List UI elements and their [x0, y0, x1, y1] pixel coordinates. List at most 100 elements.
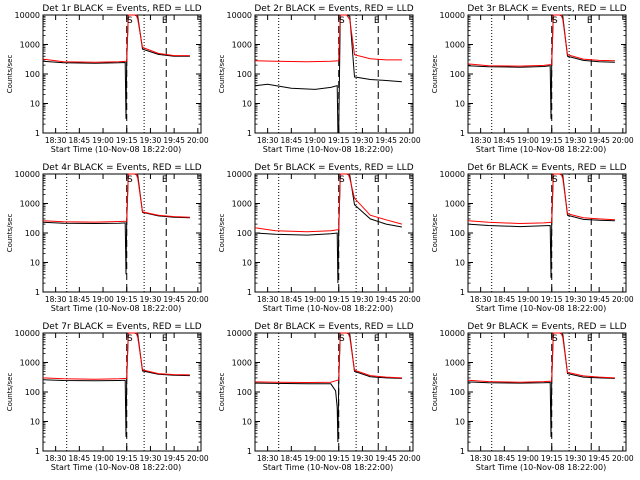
y-tick-label: 100	[25, 229, 40, 238]
y-axis-label: Counts/sec	[218, 373, 226, 412]
panel-title: Det 6r BLACK = Events, RED = LLD	[467, 163, 626, 173]
x-tick-label: 19:15	[328, 295, 350, 304]
y-tick-label: 1	[247, 288, 252, 297]
panel-2: Det 2r BLACK = Events, RED = LLD 1 10 100 10…	[218, 4, 421, 154]
x-tick-label: 20:00	[612, 295, 634, 304]
y-tick-label: 1	[35, 447, 40, 456]
y-axis-label: Counts/sec	[431, 373, 439, 412]
annotation-s: S	[339, 334, 345, 344]
panel-5: Det 5r BLACK = Events, RED = LLD 1 10 100 10…	[218, 163, 421, 313]
x-tick-label: 19:00	[517, 295, 539, 304]
y-tick-label: 10000	[440, 11, 465, 20]
y-tick-label: 1000	[232, 359, 252, 368]
x-tick-label: 18:45	[281, 136, 303, 145]
x-tick-label: 18:30	[257, 136, 279, 145]
annotation-s: S	[552, 16, 558, 26]
x-tick-label: 19:45	[163, 295, 185, 304]
y-tick-label: 100	[25, 70, 40, 79]
x-axis-label: Start Time (10-Nov-08 18:22:00)	[476, 463, 606, 472]
x-tick-label: 19:15	[541, 454, 563, 463]
x-tick-label: 18:45	[281, 454, 303, 463]
plot-frame	[467, 14, 627, 134]
y-tick-label: 10	[30, 100, 40, 109]
y-tick-label: 10	[455, 418, 465, 427]
panel-1: Det 1r BLACK = Events, RED = LLD 1 10 100 10…	[6, 4, 209, 154]
annotation-e: E	[374, 175, 380, 185]
panel-8: Det 8r BLACK = Events, RED = LLD 1 10 100 10…	[218, 322, 421, 472]
y-tick-label: 10	[455, 259, 465, 268]
x-tick-label: 18:45	[494, 295, 516, 304]
y-tick-label: 10	[242, 418, 252, 427]
annotation-e: E	[374, 334, 380, 344]
x-tick-label: 19:00	[304, 136, 326, 145]
y-tick-label: 100	[25, 388, 40, 397]
series-line-lld	[467, 173, 615, 225]
x-axis-label: Start Time (10-Nov-08 18:22:00)	[51, 304, 181, 313]
y-tick-label: 1	[35, 129, 40, 138]
plot-frame	[42, 173, 202, 293]
panel-title: Det 5r BLACK = Events, RED = LLD	[254, 163, 413, 173]
y-tick-label: 1000	[232, 41, 252, 50]
x-tick-label: 19:45	[163, 454, 185, 463]
annotation-e: E	[162, 175, 168, 185]
x-tick-label: 19:45	[375, 454, 397, 463]
panel-4: Det 4r BLACK = Events, RED = LLD 1 10 100 10…	[6, 163, 209, 313]
y-tick-label: 10000	[15, 329, 40, 338]
x-tick-label: 18:30	[45, 295, 67, 304]
x-tick-label: 19:15	[116, 136, 138, 145]
x-tick-label: 19:45	[588, 454, 610, 463]
panel-title: Det 1r BLACK = Events, RED = LLD	[42, 4, 201, 14]
annotation-e: E	[162, 334, 168, 344]
x-tick-label: 20:00	[612, 136, 634, 145]
x-tick-label: 19:45	[375, 295, 397, 304]
annotation-s: S	[127, 175, 133, 185]
y-tick-label: 100	[237, 229, 252, 238]
x-tick-label: 19:15	[116, 295, 138, 304]
x-tick-label: 18:30	[470, 454, 492, 463]
y-axis-label: Counts/sec	[6, 214, 14, 253]
plot-frame	[467, 332, 627, 452]
x-tick-label: 20:00	[612, 454, 634, 463]
plot-frame	[467, 173, 627, 293]
plot-frame	[254, 332, 414, 452]
x-axis-label: Start Time (10-Nov-08 18:22:00)	[476, 304, 606, 313]
y-axis-label: Counts/sec	[218, 214, 226, 253]
annotation-s: S	[552, 334, 558, 344]
y-tick-label: 10	[30, 418, 40, 427]
y-tick-label: 1000	[445, 359, 465, 368]
panel-6: Det 6r BLACK = Events, RED = LLD 1 10 100 10…	[431, 163, 634, 313]
series-line-events	[254, 332, 402, 443]
x-tick-label: 19:45	[588, 136, 610, 145]
x-tick-label: 19:15	[116, 454, 138, 463]
y-tick-label: 100	[450, 70, 465, 79]
x-tick-label: 19:00	[304, 295, 326, 304]
y-axis-label: Counts/sec	[431, 214, 439, 253]
x-tick-label: 19:30	[565, 454, 587, 463]
annotation-e: E	[162, 16, 168, 26]
y-axis-label: Counts/sec	[6, 373, 14, 412]
x-tick-label: 18:30	[45, 454, 67, 463]
y-axis-label: Counts/sec	[218, 55, 226, 94]
y-tick-label: 1	[35, 288, 40, 297]
panel-title: Det 2r BLACK = Events, RED = LLD	[254, 4, 413, 14]
series-line-events	[254, 14, 402, 134]
y-tick-label: 100	[237, 70, 252, 79]
x-tick-label: 20:00	[399, 295, 421, 304]
annotation-s: S	[552, 175, 558, 185]
x-tick-label: 18:45	[69, 295, 91, 304]
x-tick-label: 19:15	[328, 136, 350, 145]
y-tick-label: 1000	[20, 359, 40, 368]
y-tick-label: 1	[460, 447, 465, 456]
x-tick-label: 18:45	[494, 136, 516, 145]
x-tick-label: 18:30	[470, 136, 492, 145]
y-tick-label: 10000	[227, 170, 252, 179]
x-tick-label: 19:30	[352, 136, 374, 145]
x-axis-label: Start Time (10-Nov-08 18:22:00)	[51, 463, 181, 472]
x-tick-label: 20:00	[399, 136, 421, 145]
y-tick-label: 1	[247, 129, 252, 138]
series-line-lld	[42, 14, 190, 63]
x-tick-label: 19:30	[352, 454, 374, 463]
x-tick-label: 19:45	[375, 136, 397, 145]
series-line-lld	[254, 14, 402, 63]
